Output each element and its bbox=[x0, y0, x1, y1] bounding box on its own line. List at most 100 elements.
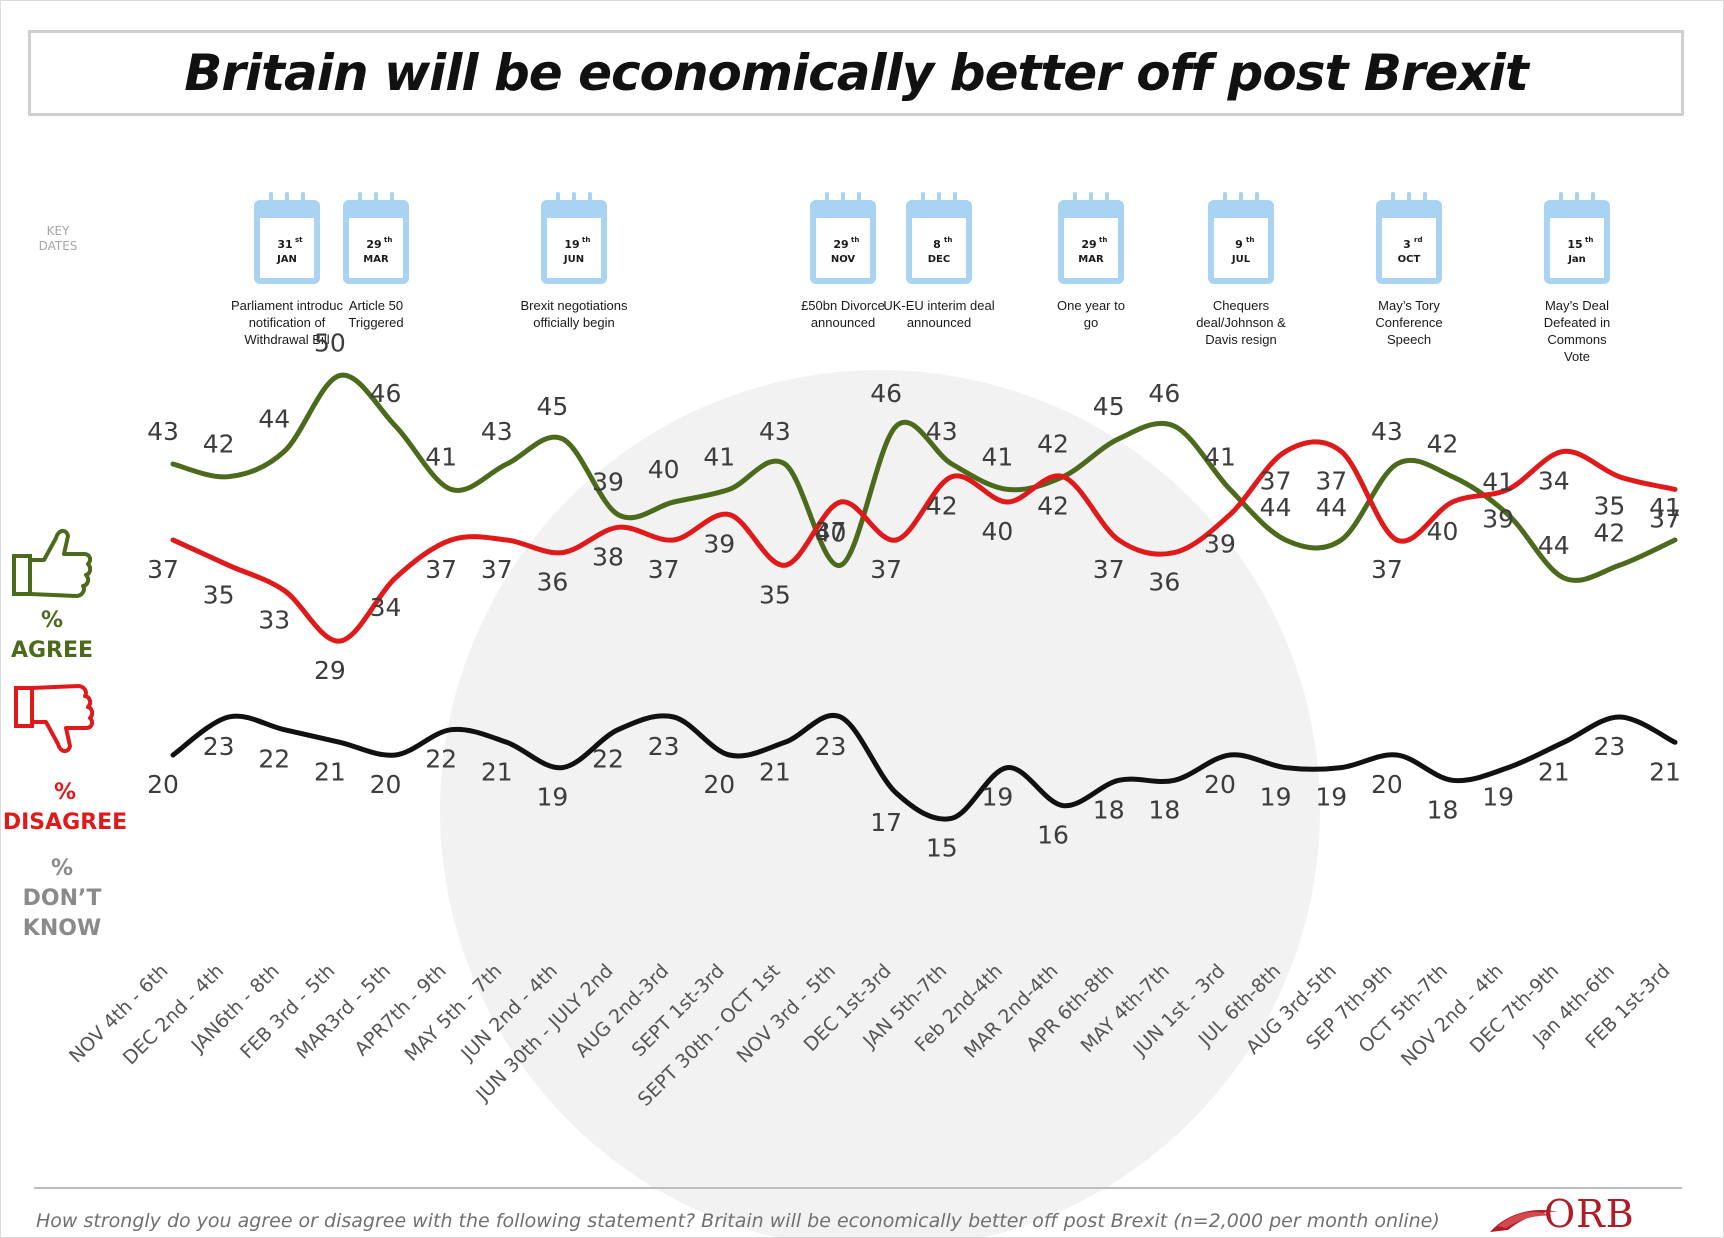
event-description: £50bn Divorce bbox=[801, 298, 885, 313]
agree-data-label: 41 bbox=[703, 442, 735, 471]
disagree-data-label: 39 bbox=[1482, 504, 1514, 533]
agree-legend: % AGREE bbox=[6, 606, 98, 666]
disagree-data-label: 37 bbox=[648, 555, 680, 584]
dont-know-line bbox=[170, 712, 1678, 822]
disagree-data-label: 37 bbox=[1260, 466, 1292, 495]
key-dates-row: 31 st JAN Parliament introduc notification o… bbox=[231, 192, 1610, 364]
event-month: MAR bbox=[363, 254, 389, 265]
event-description: Defeated in bbox=[1544, 315, 1611, 330]
dont-know-data-label: 16 bbox=[1037, 821, 1069, 850]
chart-title: Britain will be economically better off … bbox=[184, 44, 1528, 102]
event-description: Brexit negotiations bbox=[521, 298, 628, 313]
event-day: 9 bbox=[1235, 238, 1243, 251]
agree-data-label: 44 bbox=[1538, 531, 1570, 560]
disagree-data-label: 36 bbox=[537, 568, 569, 597]
agree-data-label: 42 bbox=[1427, 430, 1459, 459]
event-description: Withdrawal Bill bbox=[244, 332, 329, 347]
calendar-icon bbox=[906, 192, 972, 284]
event-description: May’s Tory bbox=[1378, 298, 1440, 313]
footer-divider bbox=[34, 1187, 1682, 1189]
dont-know-data-label: 21 bbox=[314, 757, 346, 786]
background-watermark bbox=[440, 370, 1320, 1238]
dont-know-data-label: 22 bbox=[592, 745, 624, 774]
event-month: MAR bbox=[1078, 254, 1104, 265]
dont-know-data-label: 23 bbox=[203, 732, 235, 761]
agree-data-label: 46 bbox=[370, 379, 402, 408]
event-description: Davis resign bbox=[1205, 332, 1277, 347]
agree-data-label: 44 bbox=[258, 404, 290, 433]
agree-data-label: 41 bbox=[1649, 493, 1681, 522]
disagree-data-label: 39 bbox=[703, 530, 735, 559]
event-description: Triggered bbox=[348, 315, 403, 330]
event-description: May’s Deal bbox=[1545, 298, 1609, 313]
agree-line bbox=[170, 372, 1678, 583]
event-day-suffix: th bbox=[1585, 236, 1593, 244]
disagree-data-label: 37 bbox=[425, 555, 457, 584]
event-day: 19 bbox=[564, 238, 579, 251]
calendar-icon bbox=[1376, 192, 1442, 284]
x-tick-label: MAR3rd - 5th bbox=[291, 960, 395, 1064]
dont-know-data-label: 18 bbox=[1093, 795, 1125, 824]
agree-data-label: 50 bbox=[314, 329, 346, 358]
calendar-icon bbox=[1208, 192, 1274, 284]
event-day-suffix: th bbox=[582, 236, 590, 244]
dont-know-data-label: 20 bbox=[1371, 770, 1403, 799]
agree-data-label: 45 bbox=[1093, 392, 1125, 421]
event-day: 3 bbox=[1403, 238, 1411, 251]
disagree-legend: % DISAGREE bbox=[0, 778, 130, 838]
dont-know-data-label: 21 bbox=[481, 757, 513, 786]
key-date-event: 29 th MAR One year to go bbox=[1057, 192, 1125, 330]
agree-data-label: 42 bbox=[1037, 430, 1069, 459]
orb-logo-mark bbox=[1490, 1210, 1558, 1232]
disagree-data-label: 40 bbox=[1427, 517, 1459, 546]
event-description: announced bbox=[811, 315, 875, 330]
disagree-data-label: 37 bbox=[1093, 555, 1125, 584]
event-day: 31 bbox=[277, 238, 292, 251]
disagree-data-label: 33 bbox=[258, 606, 290, 635]
dont-know-data-label: 19 bbox=[982, 783, 1014, 812]
event-description: notification of bbox=[249, 315, 326, 330]
agree-data-label: 40 bbox=[648, 455, 680, 484]
dont-know-data-label: 19 bbox=[537, 783, 569, 812]
event-month: OCT bbox=[1398, 254, 1421, 265]
agree-data-label: 43 bbox=[481, 417, 513, 446]
dont-know-data-label: 23 bbox=[648, 732, 680, 761]
footnote: How strongly do you agree or disagree wi… bbox=[36, 1210, 1440, 1232]
event-day-suffix: st bbox=[295, 236, 303, 244]
event-description: deal/Johnson & bbox=[1196, 315, 1286, 330]
calendar-icon bbox=[254, 192, 320, 284]
event-month: JUL bbox=[1231, 254, 1251, 265]
disagree-data-label: 37 bbox=[147, 555, 179, 584]
key-date-event: 3 rd OCT May’s Tory Conference Speech bbox=[1375, 192, 1443, 347]
agree-data-label: 46 bbox=[870, 379, 902, 408]
event-description: go bbox=[1084, 315, 1098, 330]
event-description: One year to bbox=[1057, 298, 1125, 313]
event-day: 29 bbox=[1081, 238, 1096, 251]
dont-know-data-label: 19 bbox=[1482, 783, 1514, 812]
disagree-data-label: 42 bbox=[926, 492, 958, 521]
event-month: NOV bbox=[831, 254, 856, 265]
dont-know-data-label: 23 bbox=[1593, 732, 1625, 761]
dont-know-legend: % DON’T KNOW bbox=[10, 854, 114, 944]
disagree-data-label: 37 bbox=[815, 517, 847, 546]
event-day: 15 bbox=[1567, 238, 1582, 251]
key-date-event: 29 th NOV £50bn Divorce announced bbox=[801, 192, 885, 330]
x-tick-label: NOV 4th - 6th bbox=[65, 960, 172, 1067]
agree-data-label: 44 bbox=[1315, 493, 1347, 522]
dont-know-data-label: 20 bbox=[147, 770, 179, 799]
thumbs-up-icon bbox=[12, 529, 92, 598]
event-description: Speech bbox=[1387, 332, 1431, 347]
dont-know-data-label: 19 bbox=[1315, 783, 1347, 812]
event-day-suffix: th bbox=[851, 236, 859, 244]
key-date-event: 29 th MAR Article 50 Triggered bbox=[343, 192, 409, 330]
event-description: Article 50 bbox=[349, 298, 403, 313]
disagree-pct: % bbox=[53, 780, 77, 805]
event-description: Vote bbox=[1564, 349, 1590, 364]
calendar-icon bbox=[1058, 192, 1124, 284]
event-description: Chequers bbox=[1213, 298, 1270, 313]
agree-data-label: 39 bbox=[592, 468, 624, 497]
disagree-data-label: 37 bbox=[1315, 466, 1347, 495]
event-month: Jan bbox=[1567, 254, 1586, 265]
data-labels: 43 42 44 50 46 41 43 45 39 40 41 43 40 46 43 41 42 45 46 41… bbox=[147, 329, 1681, 863]
